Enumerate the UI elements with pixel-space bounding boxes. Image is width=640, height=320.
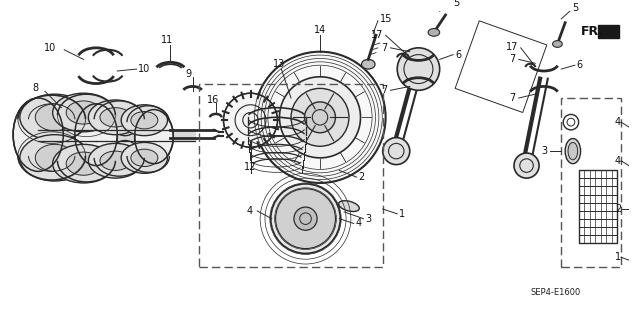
Circle shape [294,207,317,230]
Text: 15: 15 [380,14,392,24]
Text: 1: 1 [399,209,405,219]
Ellipse shape [362,60,375,69]
Ellipse shape [121,142,168,173]
Bar [579,171,617,243]
Ellipse shape [52,140,83,172]
Ellipse shape [276,189,335,249]
Text: 5: 5 [572,3,578,13]
Text: 8: 8 [32,84,38,93]
Text: 7: 7 [381,43,388,53]
Text: 7: 7 [509,93,516,103]
Ellipse shape [131,149,158,166]
Bar [96,130,125,141]
Ellipse shape [13,98,63,172]
Ellipse shape [35,144,74,172]
Ellipse shape [88,143,143,178]
Text: 10: 10 [44,43,56,53]
Circle shape [291,88,349,146]
Ellipse shape [100,108,131,127]
Bar [154,130,195,141]
Ellipse shape [52,93,115,132]
Ellipse shape [111,108,138,136]
Ellipse shape [20,94,90,140]
Text: 6: 6 [577,60,583,70]
Text: 7: 7 [381,85,388,95]
Ellipse shape [35,104,74,131]
Text: 16: 16 [207,95,219,105]
Ellipse shape [52,144,115,183]
Ellipse shape [75,104,117,165]
Ellipse shape [88,100,143,135]
Ellipse shape [568,142,578,160]
Circle shape [397,48,440,90]
Circle shape [254,52,386,183]
Text: 17: 17 [506,42,519,52]
Text: 10: 10 [138,64,150,74]
Text: 1: 1 [615,252,621,262]
Text: 3: 3 [541,146,548,156]
Text: 4: 4 [615,117,621,127]
Text: 4: 4 [246,206,252,216]
Text: 13: 13 [273,59,285,69]
Ellipse shape [271,184,340,253]
Circle shape [223,93,278,147]
Ellipse shape [66,152,101,175]
Text: 4: 4 [615,156,621,166]
Text: 14: 14 [314,26,326,36]
Ellipse shape [111,140,138,167]
Ellipse shape [428,28,440,36]
Text: 2: 2 [615,204,621,214]
Text: FR.: FR. [580,25,604,38]
Text: 17: 17 [371,30,384,40]
Ellipse shape [121,105,168,136]
Text: SEP4-E1600: SEP4-E1600 [531,288,580,298]
Ellipse shape [552,41,563,47]
Ellipse shape [339,201,359,212]
Text: 5: 5 [453,0,460,8]
Ellipse shape [100,151,131,171]
Circle shape [383,138,410,164]
Ellipse shape [66,101,101,124]
Circle shape [514,153,539,178]
Bar [125,130,154,141]
Bar [38,130,67,141]
Text: 11: 11 [161,35,173,45]
Text: 12: 12 [244,162,257,172]
Text: 3: 3 [365,214,371,224]
Circle shape [305,102,335,133]
Bar [67,130,96,141]
Text: 9: 9 [186,69,192,79]
Ellipse shape [20,135,90,181]
Circle shape [280,77,360,158]
Text: 6: 6 [455,50,461,60]
Ellipse shape [52,104,83,135]
Text: 4: 4 [356,219,362,228]
Bar [598,25,619,38]
Text: 2: 2 [358,172,365,182]
Ellipse shape [131,112,158,129]
Ellipse shape [134,110,173,164]
Text: 7: 7 [509,54,516,64]
Ellipse shape [565,139,580,164]
